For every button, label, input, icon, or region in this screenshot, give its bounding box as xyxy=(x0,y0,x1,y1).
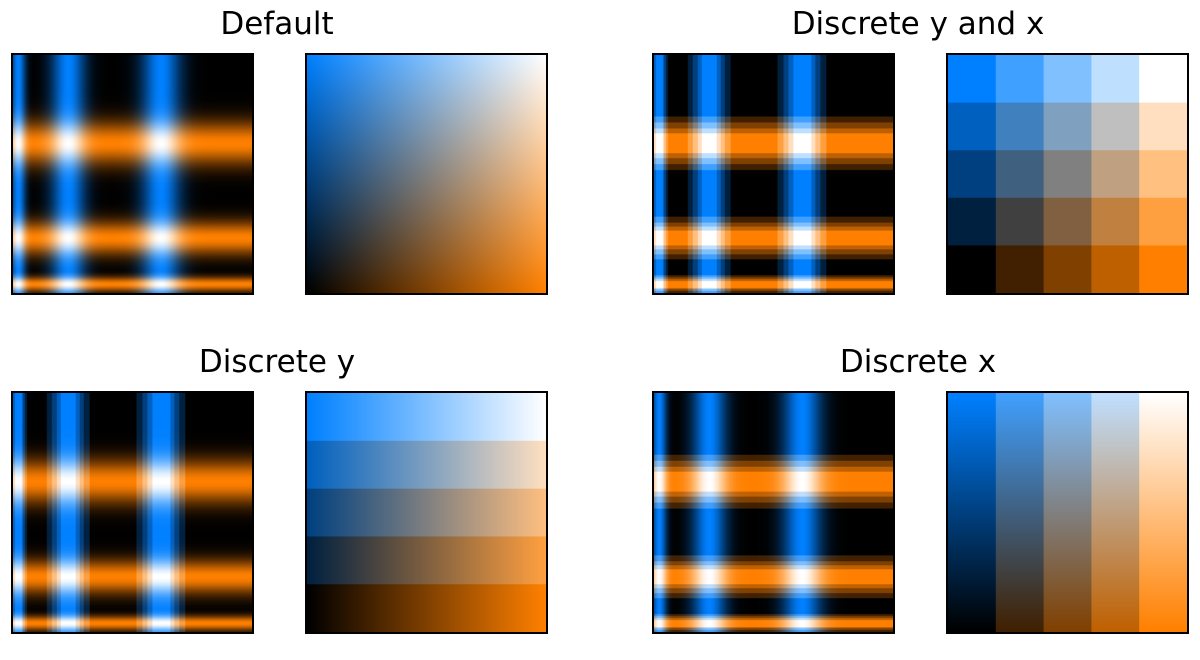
heatmap-pattern-default xyxy=(11,53,254,295)
subplot-title-discrete-x: Discrete x xyxy=(839,344,997,380)
colormap-key-discrete-y-and-x xyxy=(946,53,1189,295)
colormap-key-default xyxy=(305,53,548,295)
heatmap-pattern-discrete-y-and-x xyxy=(652,53,895,295)
subplot-title-default: Default xyxy=(220,6,334,42)
subplot-title-discrete-y: Discrete y xyxy=(198,344,356,380)
heatmap-pattern-discrete-y xyxy=(11,391,254,634)
subplot-title-discrete-y-and-x: Discrete y and x xyxy=(791,6,1045,42)
colormap-key-discrete-y xyxy=(305,391,548,634)
heatmap-pattern-discrete-x xyxy=(652,391,895,634)
colormap-key-discrete-x xyxy=(946,391,1189,634)
